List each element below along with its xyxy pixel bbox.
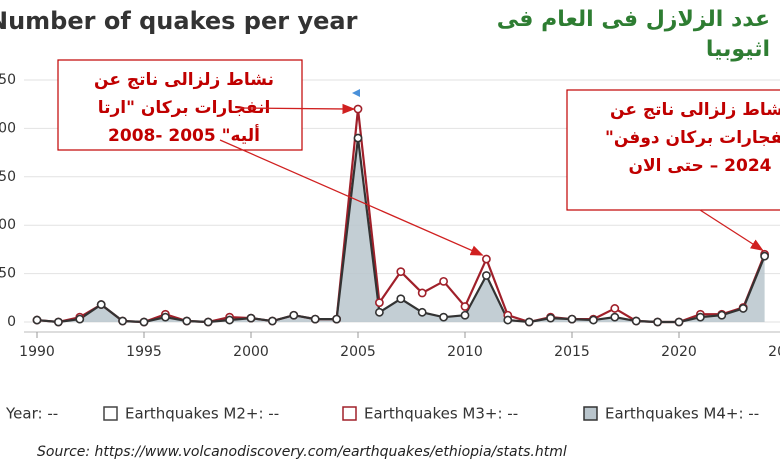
point bbox=[439, 276, 448, 286]
y-tick-label: 50 bbox=[0, 266, 16, 282]
x-tick-label: 2000 bbox=[233, 344, 269, 360]
point bbox=[503, 315, 513, 325]
point bbox=[54, 317, 63, 327]
x-tick-label: 2025 bbox=[768, 344, 780, 360]
legend-swatch bbox=[583, 406, 598, 421]
point bbox=[374, 307, 384, 317]
point bbox=[610, 304, 620, 313]
arabic-title: عدد الزلازل فى العام فى bbox=[497, 7, 770, 32]
point bbox=[738, 304, 748, 313]
point bbox=[353, 104, 363, 114]
legend-swatch bbox=[103, 406, 118, 421]
point bbox=[481, 254, 491, 264]
point bbox=[310, 314, 320, 324]
point bbox=[182, 316, 192, 326]
point bbox=[460, 310, 470, 320]
legend-swatch bbox=[342, 406, 357, 421]
point bbox=[96, 300, 106, 309]
annotation-text: 2024 – حتى الان bbox=[629, 156, 772, 176]
x-tick-label: 2010 bbox=[447, 344, 483, 360]
point bbox=[374, 298, 384, 308]
point bbox=[246, 313, 256, 323]
annotation-text: أليه" 2005 -2008 bbox=[108, 124, 260, 146]
point bbox=[524, 317, 534, 327]
legend-label: Earthquakes M3+: -- bbox=[364, 405, 518, 423]
point bbox=[460, 302, 470, 311]
annotation-text: نشاط زلزالى ناتج عن bbox=[610, 100, 780, 120]
legend-label: Year: -- bbox=[5, 405, 58, 423]
y-tick-label: 150 bbox=[0, 169, 16, 185]
y-tick-label: 200 bbox=[0, 120, 16, 136]
annotation-arrow bbox=[699, 209, 764, 251]
point bbox=[481, 271, 491, 280]
point bbox=[653, 317, 662, 327]
x-tick-label: 2005 bbox=[340, 344, 376, 360]
point bbox=[417, 288, 427, 298]
point bbox=[267, 316, 277, 326]
y-tick-label: 100 bbox=[0, 217, 16, 233]
point bbox=[118, 316, 127, 326]
annotation-text: انفجارات بركان "ارتا bbox=[98, 98, 271, 118]
arabic-title: اثيوبيا bbox=[706, 37, 770, 62]
point bbox=[417, 307, 427, 317]
annotation-text: انفجارات بركان دوفن" bbox=[605, 128, 780, 148]
point bbox=[396, 294, 406, 304]
point bbox=[589, 315, 598, 325]
marker-triangle bbox=[352, 89, 360, 97]
point bbox=[631, 316, 641, 326]
annotation-arrow bbox=[239, 103, 356, 115]
point bbox=[203, 317, 213, 327]
y-tick-label: 250 bbox=[0, 72, 16, 88]
point bbox=[225, 315, 234, 325]
point bbox=[610, 312, 620, 322]
chart-title: Number of quakes per year bbox=[0, 7, 358, 35]
point bbox=[139, 317, 149, 327]
point bbox=[353, 133, 363, 143]
annotation-box bbox=[566, 89, 780, 211]
point bbox=[674, 317, 684, 327]
point bbox=[289, 310, 299, 320]
x-tick-label: 1990 bbox=[19, 344, 55, 360]
point bbox=[332, 314, 341, 324]
annotation-arrow bbox=[219, 139, 484, 256]
point bbox=[439, 312, 448, 322]
legend-label: Earthquakes M2+: -- bbox=[125, 405, 279, 423]
point bbox=[567, 314, 577, 324]
point bbox=[160, 312, 170, 322]
legend-label: Earthquakes M4+: -- bbox=[605, 405, 759, 423]
y-tick-label: 0 bbox=[7, 314, 16, 330]
annotation-box bbox=[57, 59, 303, 151]
x-tick-label: 2020 bbox=[661, 344, 697, 360]
point bbox=[396, 267, 406, 277]
point bbox=[546, 313, 555, 323]
point bbox=[32, 315, 42, 325]
point bbox=[717, 310, 727, 320]
point bbox=[696, 312, 705, 322]
source: Source: https://www.volcanodiscovery.com… bbox=[37, 444, 567, 460]
point bbox=[75, 314, 85, 324]
point bbox=[760, 251, 769, 261]
x-tick-label: 1995 bbox=[126, 344, 162, 360]
x-tick-label: 2015 bbox=[554, 344, 590, 360]
annotation-text: نشاط زلزالى ناتج عن bbox=[94, 70, 274, 90]
